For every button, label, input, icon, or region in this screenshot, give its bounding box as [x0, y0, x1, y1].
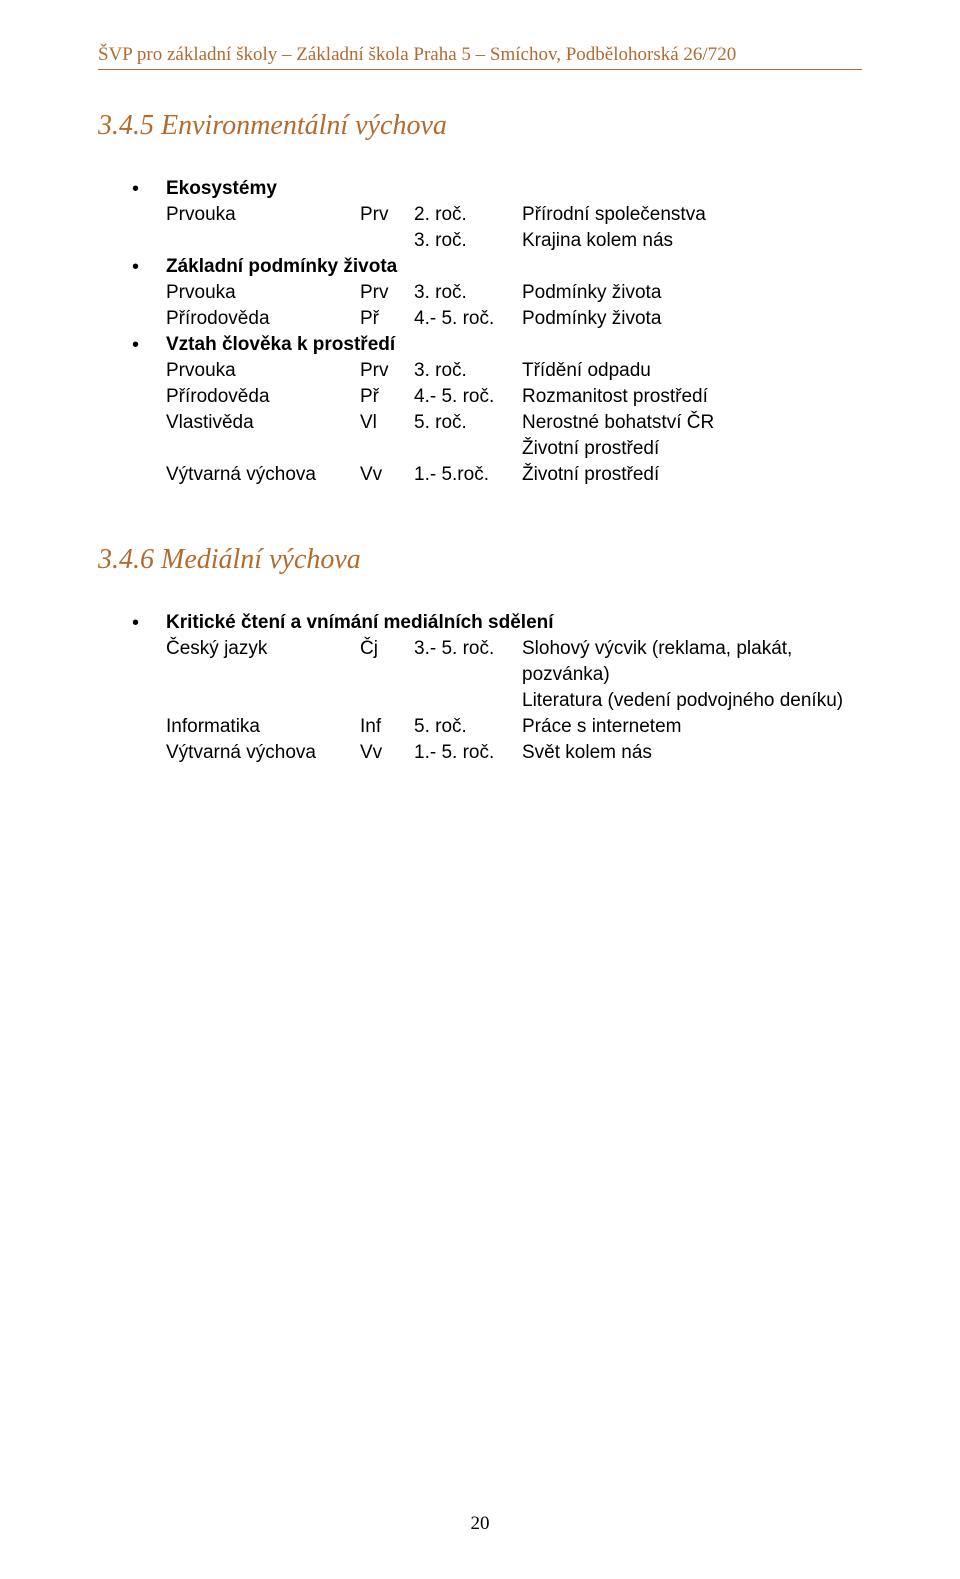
cell-subject: Prvouka	[166, 280, 360, 306]
cell-year: 3.- 5. roč.	[414, 636, 522, 688]
cell-desc: Literatura (vedení podvojného deníku)	[522, 688, 862, 714]
cell-desc: Přírodní společenstva	[522, 202, 862, 228]
cell-desc: Práce s internetem	[522, 714, 862, 740]
section-2-list: Kritické čtení a vnímání mediálních sděl…	[132, 610, 862, 766]
cell-subject: Prvouka	[166, 358, 360, 384]
cell-subject: Výtvarná výchova	[166, 740, 360, 766]
cell-abbr: Vl	[360, 410, 414, 436]
group-kriticke-cteni: Kritické čtení a vnímání mediálních sděl…	[132, 610, 862, 766]
table-row: 3. roč. Krajina kolem nás	[166, 228, 862, 254]
cell-year: 1.- 5.roč.	[414, 462, 522, 488]
cell-desc: Životní prostředí	[522, 436, 862, 462]
group-zakladni-podminky: Základní podmínky života Prvouka Prv 3. …	[132, 254, 862, 332]
section-1-list: Ekosystémy Prvouka Prv 2. roč. Přírodní …	[132, 176, 862, 488]
cell-year: 3. roč.	[414, 280, 522, 306]
cell-subject: Vlastivěda	[166, 410, 360, 436]
cell-subject	[166, 688, 360, 714]
cell-abbr	[360, 228, 414, 254]
cell-year: 5. roč.	[414, 410, 522, 436]
table-row: Přírodověda Př 4.- 5. roč. Rozmanitost p…	[166, 384, 862, 410]
cell-abbr	[360, 436, 414, 462]
cell-desc: Třídění odpadu	[522, 358, 862, 384]
page-number: 20	[0, 1513, 960, 1535]
cell-year: 4.- 5. roč.	[414, 306, 522, 332]
group-title: Základní podmínky života	[166, 254, 862, 280]
cell-subject: Prvouka	[166, 202, 360, 228]
cell-year: 4.- 5. roč.	[414, 384, 522, 410]
cell-year: 2. roč.	[414, 202, 522, 228]
group-ekosystemy: Ekosystémy Prvouka Prv 2. roč. Přírodní …	[132, 176, 862, 254]
table-row: Literatura (vedení podvojného deníku)	[166, 688, 862, 714]
table-row: Výtvarná výchova Vv 1.- 5. roč. Svět kol…	[166, 740, 862, 766]
table-row: Český jazyk Čj 3.- 5. roč. Slohový výcvi…	[166, 636, 862, 688]
cell-year	[414, 688, 522, 714]
cell-year: 5. roč.	[414, 714, 522, 740]
cell-year: 3. roč.	[414, 358, 522, 384]
table-row: Prvouka Prv 3. roč. Podmínky života	[166, 280, 862, 306]
cell-desc: Životní prostředí	[522, 462, 862, 488]
cell-desc: Slohový výcvik (reklama, plakát, pozvánk…	[522, 636, 862, 688]
cell-abbr	[360, 688, 414, 714]
cell-abbr: Vv	[360, 740, 414, 766]
cell-abbr: Inf	[360, 714, 414, 740]
group-title: Vztah člověka k prostředí	[166, 332, 862, 358]
cell-year: 3. roč.	[414, 228, 522, 254]
page: ŠVP pro základní školy – Základní škola …	[0, 0, 960, 1579]
cell-abbr: Př	[360, 306, 414, 332]
cell-subject	[166, 228, 360, 254]
cell-subject: Výtvarná výchova	[166, 462, 360, 488]
group-title: Kritické čtení a vnímání mediálních sděl…	[166, 610, 862, 636]
cell-subject: Přírodověda	[166, 384, 360, 410]
group-title: Ekosystémy	[166, 176, 862, 202]
cell-abbr: Př	[360, 384, 414, 410]
cell-desc: Svět kolem nás	[522, 740, 862, 766]
cell-subject: Český jazyk	[166, 636, 360, 688]
cell-desc: Podmínky života	[522, 306, 862, 332]
cell-abbr: Prv	[360, 358, 414, 384]
cell-subject: Informatika	[166, 714, 360, 740]
cell-subject	[166, 436, 360, 462]
table-row: Informatika Inf 5. roč. Práce s internet…	[166, 714, 862, 740]
cell-abbr: Prv	[360, 280, 414, 306]
cell-year: 1.- 5. roč.	[414, 740, 522, 766]
cell-abbr: Vv	[360, 462, 414, 488]
cell-desc: Krajina kolem nás	[522, 228, 862, 254]
section-heading-environmental: 3.4.5 Environmentální výchova	[98, 110, 862, 142]
table-row: Vlastivěda Vl 5. roč. Nerostné bohatství…	[166, 410, 862, 436]
cell-abbr: Prv	[360, 202, 414, 228]
cell-abbr: Čj	[360, 636, 414, 688]
cell-desc: Podmínky života	[522, 280, 862, 306]
page-header: ŠVP pro základní školy – Základní škola …	[98, 44, 862, 70]
section-heading-medialni: 3.4.6 Mediální výchova	[98, 544, 862, 576]
table-row: Přírodověda Př 4.- 5. roč. Podmínky živo…	[166, 306, 862, 332]
table-row: Životní prostředí	[166, 436, 862, 462]
table-row: Výtvarná výchova Vv 1.- 5.roč. Životní p…	[166, 462, 862, 488]
table-row: Prvouka Prv 3. roč. Třídění odpadu	[166, 358, 862, 384]
cell-desc: Nerostné bohatství ČR	[522, 410, 862, 436]
group-vztah-cloveka: Vztah člověka k prostředí Prvouka Prv 3.…	[132, 332, 862, 488]
cell-desc: Rozmanitost prostředí	[522, 384, 862, 410]
cell-year	[414, 436, 522, 462]
table-row: Prvouka Prv 2. roč. Přírodní společenstv…	[166, 202, 862, 228]
cell-subject: Přírodověda	[166, 306, 360, 332]
